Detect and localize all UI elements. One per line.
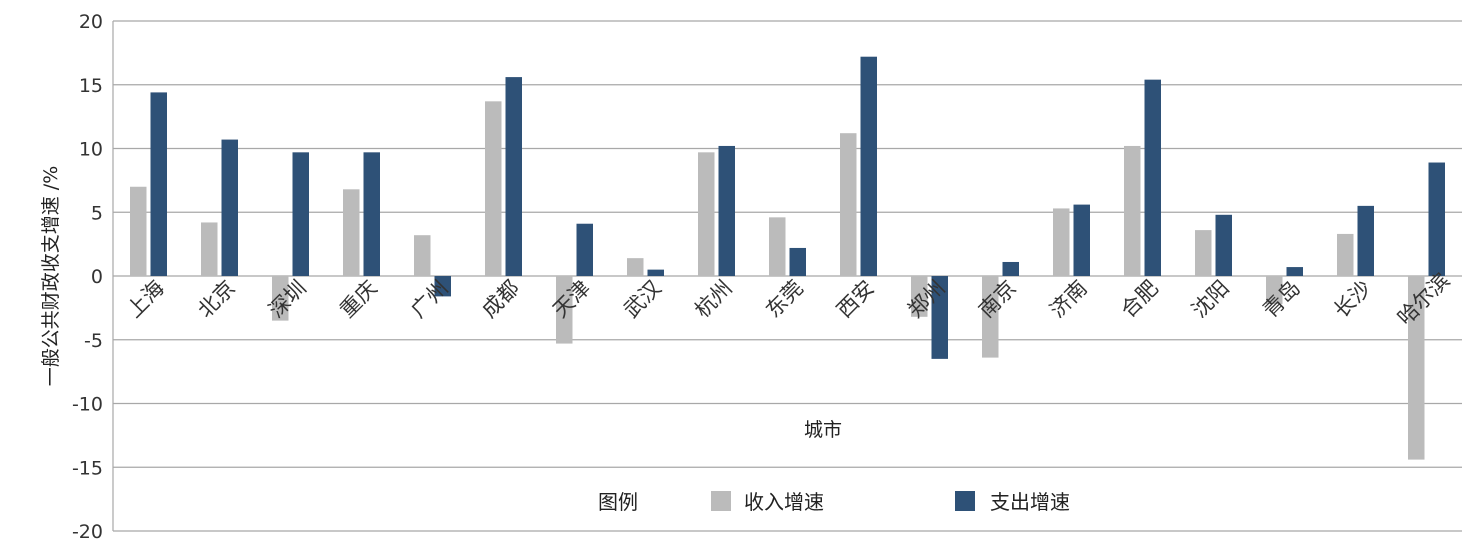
bar-expense xyxy=(931,276,948,359)
category-labels: 上海 北京 深圳 重庆 广州 成都 天津 武汉 杭州 东莞 西安 郑州 南京 济南 合肥 沈阳 青岛 长沙 哈尔滨 xyxy=(122,268,1454,330)
bar-income xyxy=(556,276,573,344)
bar-expense xyxy=(1002,261,1019,276)
grid xyxy=(112,20,1462,532)
y-tick-label: 20 xyxy=(79,11,103,33)
y-tick-label: -15 xyxy=(72,457,103,479)
legend-swatch-income xyxy=(711,491,731,511)
bar-income xyxy=(627,258,644,276)
bar-income xyxy=(840,133,857,276)
category-label: 南京 xyxy=(974,276,1021,323)
bar-income xyxy=(1053,208,1070,276)
x-axis-title: 城市 xyxy=(804,419,842,441)
bar-income xyxy=(414,235,431,276)
legend-label-income: 收入增速 xyxy=(744,490,824,514)
bar-income xyxy=(1337,233,1354,276)
y-tick-label: -20 xyxy=(72,521,103,543)
bar-expense xyxy=(434,276,451,297)
bar-expense xyxy=(221,139,238,276)
y-tick-label: -5 xyxy=(84,330,103,352)
bar-expense xyxy=(150,92,167,277)
bar-expense xyxy=(718,145,735,276)
bar-expense xyxy=(1073,204,1090,276)
bar-income xyxy=(1266,276,1283,305)
y-tick-label: -10 xyxy=(72,394,103,416)
bar-income xyxy=(130,186,147,276)
category-label: 成都 xyxy=(477,276,524,323)
bar-expense xyxy=(789,247,806,276)
category-label: 天津 xyxy=(548,276,595,323)
y-tick-label: 0 xyxy=(91,266,103,288)
bar-expense xyxy=(576,223,593,276)
bar-expense xyxy=(1215,214,1232,276)
bar-income xyxy=(485,101,502,276)
bar-income xyxy=(911,276,928,317)
y-axis-title: 一般公共财政收支增速 /% xyxy=(40,166,62,387)
bar-expense xyxy=(1286,267,1303,276)
bar-expense xyxy=(860,56,877,277)
bar-income xyxy=(1124,145,1141,276)
category-label: 深圳 xyxy=(264,276,311,323)
bar-expense xyxy=(292,152,309,276)
y-tick-label: 5 xyxy=(91,202,103,224)
bar-expense xyxy=(505,77,522,276)
y-tick-label: 10 xyxy=(79,139,103,161)
legend: 图例 收入增速 支出增速 xyxy=(592,483,1102,519)
bar-income xyxy=(343,189,360,276)
category-label: 杭州 xyxy=(690,276,737,323)
legend-background xyxy=(592,483,1102,519)
category-label: 西安 xyxy=(832,276,879,323)
category-label: 武汉 xyxy=(619,276,666,323)
category-label: 沈阳 xyxy=(1187,276,1234,323)
category-label: 上海 xyxy=(122,276,169,323)
legend-label-expense: 支出增速 xyxy=(990,490,1070,514)
y-tick-label: 15 xyxy=(79,75,103,97)
y-axis-ticks: -20 -15 -10 -5 0 5 10 15 20 xyxy=(72,11,103,543)
category-label: 长沙 xyxy=(1329,276,1376,323)
legend-swatch-expense xyxy=(955,491,975,511)
legend-title: 图例 xyxy=(598,490,638,514)
category-label: 东莞 xyxy=(761,276,808,323)
bar-income xyxy=(982,276,999,358)
category-label: 重庆 xyxy=(335,276,382,323)
bar-income xyxy=(1408,276,1425,460)
category-label: 合肥 xyxy=(1116,276,1163,323)
bar-expense xyxy=(647,269,664,276)
category-label: 青岛 xyxy=(1258,276,1305,323)
category-label: 北京 xyxy=(193,276,240,323)
bar-expense xyxy=(363,152,380,276)
bar-expense xyxy=(1357,205,1374,276)
bar-income xyxy=(698,152,715,276)
bar-income xyxy=(201,222,218,276)
bar-income xyxy=(272,276,289,321)
bar-expense xyxy=(1144,79,1161,277)
bar-income xyxy=(769,217,786,276)
category-label: 济南 xyxy=(1045,276,1092,323)
bar-income xyxy=(1195,230,1212,276)
bars xyxy=(130,56,1445,460)
bar-expense xyxy=(1428,162,1445,276)
